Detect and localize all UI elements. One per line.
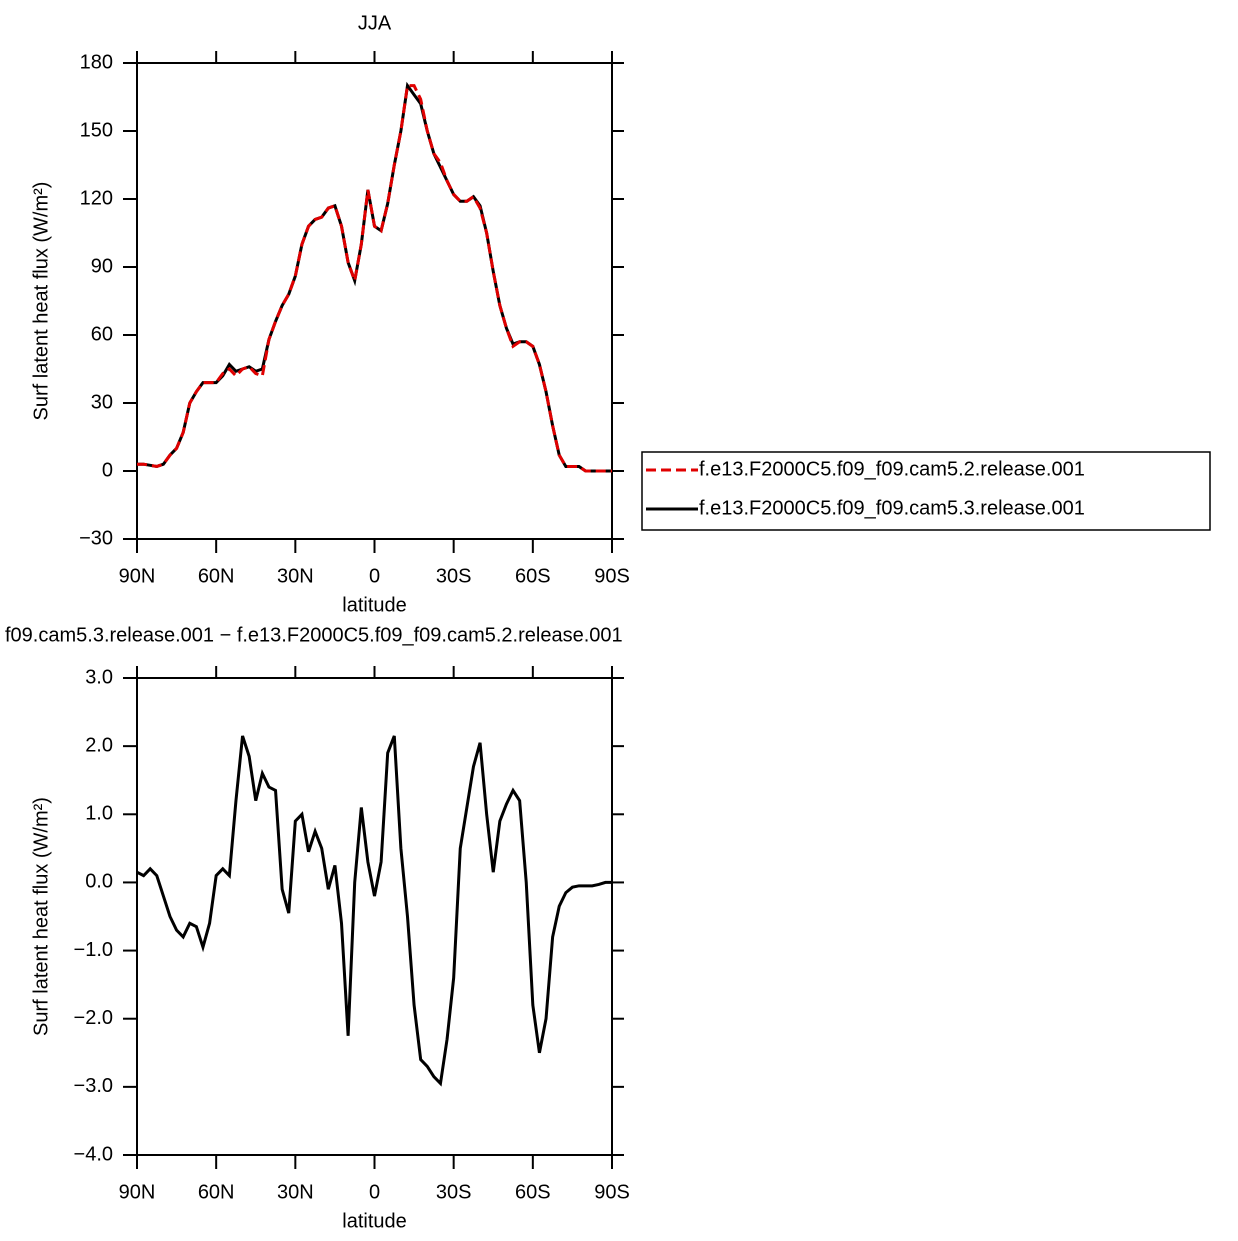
plot-frame [136,62,613,540]
legend-box [641,451,1211,531]
x-tick-label: 30N [277,1181,314,1203]
y-axis-label: Surf latent heat flux (W/m²) [30,797,52,1036]
x-tick-label: 90S [594,565,630,587]
y-axis-label: Surf latent heat flux (W/m²) [30,182,52,421]
x-tick-label: 60N [198,1181,235,1203]
y-tick-label: 120 [80,187,113,209]
y-tick-label: 1.0 [85,803,113,825]
chart-title: f09.cam5.3.release.001 − f.e13.F2000C5.f… [5,624,623,646]
x-tick-label: 60N [198,565,235,587]
y-tick-label: 90 [91,255,113,277]
y-tick-label: 0.0 [85,871,113,893]
plot-frame [136,677,613,1156]
x-tick-label: 90S [594,1181,630,1203]
chart-title: JJA [358,12,392,34]
x-tick-label: 0 [369,1181,380,1203]
y-tick-label: 60 [91,323,113,345]
y-tick-label: −2.0 [74,1007,113,1029]
series-line [137,84,612,473]
x-tick-label: 60S [515,1181,551,1203]
x-tick-label: 0 [369,565,380,587]
series-line [137,81,612,473]
y-tick-label: −3.0 [74,1075,113,1097]
x-axis-label: latitude [342,594,407,616]
y-tick-label: 0 [102,459,113,481]
x-tick-label: 90N [119,565,156,587]
x-axis-label: latitude [342,1210,407,1232]
x-tick-label: 30S [436,565,472,587]
x-tick-label: 30S [436,1181,472,1203]
legend-label: f.e13.F2000C5.f09_f09.cam5.3.release.001 [699,497,1085,519]
y-tick-label: 30 [91,391,113,413]
y-tick-label: 150 [80,119,113,141]
y-tick-label: −1.0 [74,939,113,961]
y-tick-label: 180 [80,51,113,73]
x-tick-label: 90N [119,1181,156,1203]
legend-label: f.e13.F2000C5.f09_f09.cam5.2.release.001 [699,458,1085,480]
x-tick-label: 30N [277,565,314,587]
y-tick-label: 3.0 [85,666,113,688]
y-tick-label: −4.0 [74,1143,113,1165]
y-tick-label: −30 [79,527,113,549]
x-tick-label: 60S [515,565,551,587]
y-tick-label: 2.0 [85,734,113,756]
series-line [136,735,612,1087]
